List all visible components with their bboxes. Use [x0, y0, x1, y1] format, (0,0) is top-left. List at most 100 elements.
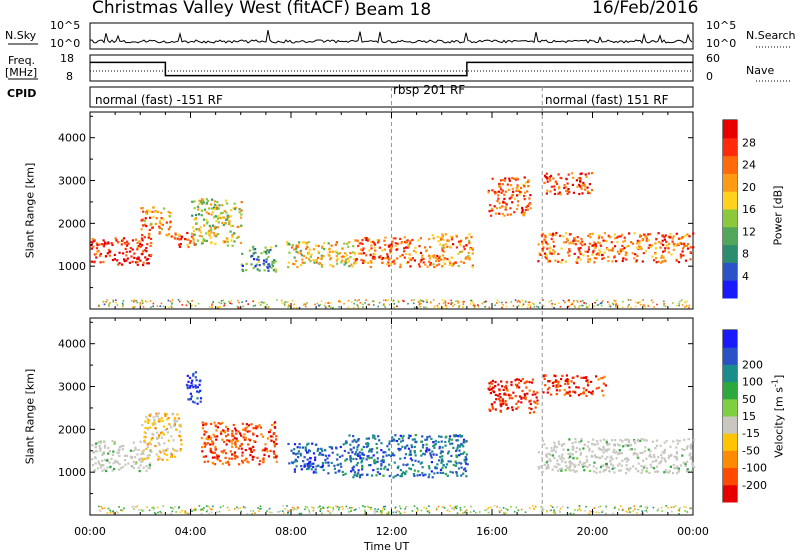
scatter-cell-p0-r8	[489, 204, 492, 207]
scatter-cell-p1-r4	[300, 465, 303, 468]
velocity-colorbar-tick: -200	[742, 479, 767, 492]
scatter-cell-p1-r5	[441, 455, 444, 458]
scatter-cell-p1-r4	[302, 460, 305, 463]
scatter-cell-p1-r4	[336, 458, 339, 461]
scatter-cell-p0-r7	[443, 250, 446, 253]
scatter-cell-p1-r3	[216, 426, 219, 429]
scatter-cell-p0-r8	[523, 211, 526, 214]
scatter-cell-p0-r7	[440, 237, 443, 240]
scatter-cell-p1-r8	[571, 445, 574, 448]
scatter-cell-p1-r6	[536, 402, 539, 405]
scatter-cell-p1-r6	[515, 378, 518, 381]
scatter-cell-p1-r8	[654, 447, 657, 450]
scatter-cell-p1-r1	[143, 457, 146, 460]
scatter-cell-p1-r5	[400, 440, 403, 443]
scatter-cell-p1-r1	[174, 416, 177, 419]
noise-cell-p0	[622, 300, 624, 303]
scatter-cell-p1-r5	[440, 450, 443, 453]
scatter-cell-p1-r5	[444, 444, 447, 447]
scatter-cell-p1-r6	[521, 378, 524, 381]
noise-cell-p0	[533, 303, 535, 305]
scatter-cell-p0-r5	[343, 242, 346, 245]
scatter-cell-p0-r10	[568, 242, 571, 245]
scatter-cell-p1-r4	[303, 463, 306, 466]
scatter-cell-p0-r1	[160, 211, 163, 215]
scatter-cell-p1-r0	[97, 460, 100, 463]
scatter-cell-p1-r8	[681, 448, 684, 451]
scatter-cell-p1-r7	[557, 382, 560, 385]
noise-cell-p1	[578, 505, 581, 507]
scatter-cell-p0-r3	[217, 221, 220, 224]
scatter-cell-p1-r5	[413, 469, 416, 472]
noise-cell-p1	[374, 508, 376, 510]
scatter-cell-p1-r1	[179, 425, 183, 428]
scatter-cell-p1-r3	[247, 443, 250, 446]
noise-cell-p0	[627, 299, 630, 301]
noise-cell-p1	[212, 505, 214, 508]
scatter-cell-p1-r8	[669, 445, 672, 448]
scatter-cell-p1-r5	[436, 463, 439, 466]
noise-cell-p0	[121, 305, 124, 308]
scatter-cell-p0-r5	[346, 242, 349, 245]
scatter-cell-p1-r7	[542, 375, 546, 378]
scatter-cell-p1-r3	[250, 423, 253, 426]
noise-cell-p0	[329, 302, 331, 304]
scatter-cell-p0-r10	[578, 250, 581, 254]
noise-cell-p1	[226, 506, 229, 509]
scatter-cell-p0-r6	[384, 257, 387, 260]
noise-cell-p0	[402, 299, 404, 302]
noise-cell-p1	[184, 510, 186, 512]
scatter-cell-p1-r3	[254, 440, 257, 443]
noise-cell-p0	[383, 303, 385, 305]
scatter-cell-p1-r2	[198, 383, 201, 386]
scatter-cell-p1-r8	[610, 463, 613, 466]
scatter-cell-p1-r3	[273, 452, 276, 456]
scatter-cell-p1-r0	[94, 462, 97, 465]
scatter-cell-p1-r1	[177, 417, 181, 420]
scatter-cell-p0-r3	[216, 226, 219, 229]
noise-cell-p1	[446, 509, 449, 512]
scatter-cell-p1-r8	[618, 469, 621, 472]
scatter-cell-p1-r6	[528, 381, 531, 384]
scatter-cell-p0-r10	[580, 237, 583, 241]
scatter-cell-p1-r7	[587, 381, 590, 384]
scatter-cell-p1-r8	[637, 462, 640, 465]
scatter-cell-p1-r5	[399, 448, 402, 451]
scatter-cell-p1-r3	[240, 442, 243, 446]
scatter-cell-p1-r5	[463, 451, 466, 454]
scatter-cell-p1-r3	[224, 431, 227, 434]
scatter-cell-p1-r5	[382, 474, 385, 477]
noise-cell-p0	[260, 301, 263, 303]
scatter-cell-p1-r0	[99, 441, 102, 444]
scatter-cell-p0-r5	[322, 254, 325, 258]
scatter-cell-p0-r6	[414, 251, 417, 254]
scatter-cell-p1-r6	[493, 401, 496, 404]
scatter-cell-p1-r0	[148, 464, 151, 467]
noise-cell-p0	[385, 299, 387, 302]
scatter-cell-p1-r5	[464, 456, 467, 459]
scatter-cell-p1-r5	[449, 460, 452, 463]
scatter-cell-p1-r8	[651, 460, 654, 463]
scatter-cell-p0-r7	[441, 235, 444, 238]
scatter-cell-p1-r8	[689, 452, 692, 455]
scatter-cell-p0-r5	[321, 245, 324, 248]
power-colorbar-swatch	[723, 191, 737, 210]
scatter-cell-p1-r3	[222, 429, 225, 432]
scatter-cell-p1-r7	[577, 386, 580, 389]
noise-cell-p0	[139, 303, 142, 305]
scatter-cell-p1-r4	[320, 453, 323, 456]
scatter-cell-p1-r5	[422, 474, 425, 477]
scatter-cell-p1-r4	[301, 446, 304, 449]
scatter-cell-p1-r7	[557, 385, 560, 388]
nsearch-label: N.Search	[746, 29, 796, 42]
scatter-cell-p0-r3	[201, 202, 204, 205]
scatter-cell-p0-r10	[572, 239, 575, 242]
scatter-cell-p0-r10	[662, 256, 665, 259]
scatter-cell-p1-r4	[299, 446, 302, 449]
scatter-cell-p0-r1	[161, 223, 164, 226]
power-colorbar-tick: 8	[742, 248, 749, 261]
scatter-cell-p1-r3	[262, 460, 265, 463]
scatter-cell-p0-r7	[460, 250, 464, 253]
scatter-cell-p1-r6	[491, 405, 494, 408]
scatter-cell-p0-r0	[123, 260, 126, 263]
